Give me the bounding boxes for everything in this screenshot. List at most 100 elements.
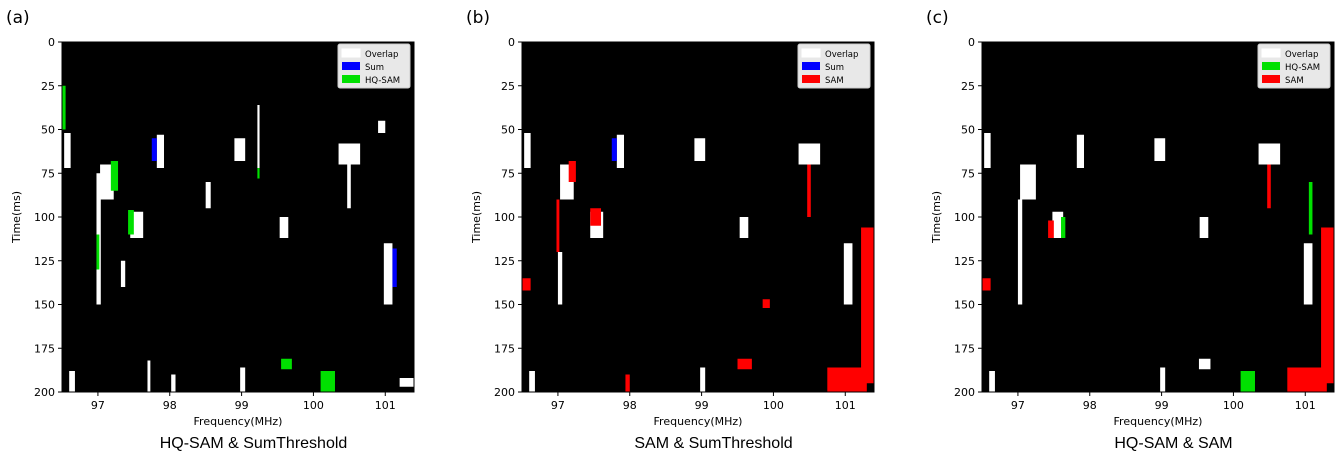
legend-swatch [1262, 75, 1280, 83]
legend-entry: SAM [825, 76, 844, 86]
y-tick-label: 25 [961, 80, 975, 93]
rfi-region-overlap [1017, 199, 1023, 305]
x-tick-label: 100 [1223, 399, 1244, 412]
rfi-region-sum [392, 248, 397, 287]
rfi-region-overlap [1020, 164, 1036, 200]
y-tick-label: 150 [954, 299, 975, 312]
legend-swatch [802, 75, 820, 83]
rfi-region-overlap [120, 260, 126, 287]
rfi-region-overlap [529, 371, 535, 392]
y-tick-label: 175 [494, 342, 515, 355]
rfi-region-sam [982, 278, 991, 291]
x-axis-label: Frequency(MHz) [194, 415, 283, 428]
rfi-region-hq-sam [62, 85, 66, 130]
rfi-region-overlap [984, 133, 991, 168]
rfi-region-overlap [1199, 217, 1209, 238]
panel-label-b: (b) [466, 8, 491, 28]
rfi-region-sam [1321, 227, 1334, 384]
x-tick-label: 100 [303, 399, 324, 412]
x-tick-label: 101 [375, 399, 396, 412]
y-tick-label: 125 [494, 255, 515, 268]
rfi-region-overlap [1258, 143, 1281, 165]
rfi-region-overlap [557, 252, 563, 305]
rfi-region-hq-sam [1240, 371, 1255, 392]
legend-swatch [341, 48, 361, 58]
y-tick-label: 25 [41, 80, 55, 93]
rfi-region-hq-sam [96, 234, 100, 270]
rfi-region-hq-sam [128, 210, 134, 235]
rfi-region-overlap [347, 164, 351, 209]
legend-entry: SAM [1285, 76, 1304, 86]
rfi-region-sam [1267, 164, 1271, 209]
plot-background [982, 42, 1334, 392]
rfi-region-sam [568, 161, 576, 182]
y-tick-label: 25 [501, 80, 515, 93]
chart-b: 0 25 50 75 100 125 150 175 200 97 98 99 100 101 Freque… [470, 36, 875, 428]
rfi-region-sam [625, 374, 630, 392]
rfi-region-overlap [383, 243, 393, 305]
legend-swatch [802, 62, 820, 70]
rfi-region-overlap [1198, 358, 1211, 370]
y-tick-label: 75 [41, 167, 55, 180]
rfi-region-overlap [694, 138, 706, 161]
x-tick-label: 98 [623, 399, 637, 412]
legend-swatch [801, 48, 821, 58]
rfi-region-overlap [1154, 138, 1166, 161]
rfi-region-sam [1287, 367, 1327, 392]
rfi-region-overlap [205, 182, 211, 209]
chart-c: 0 25 50 75 100 125 150 175 200 97 98 99 100 101 Freque… [930, 36, 1335, 428]
rfi-region-overlap [147, 360, 151, 392]
x-tick-label: 100 [763, 399, 784, 412]
y-tick-label: 175 [954, 342, 975, 355]
rfi-region-overlap [798, 143, 821, 165]
y-tick-label: 175 [34, 342, 55, 355]
rfi-region-overlap [989, 371, 995, 392]
y-tick-label: 150 [34, 299, 55, 312]
y-tick-label: 200 [494, 386, 515, 399]
rfi-region-sam [762, 299, 770, 308]
rfi-region-overlap [524, 133, 531, 168]
rfi-region-overlap [257, 105, 260, 168]
rfi-region-overlap [843, 243, 853, 305]
y-tick-label: 50 [41, 124, 55, 137]
rfi-region-hq-sam [1308, 182, 1313, 235]
x-tick-label: 97 [91, 399, 105, 412]
rfi-region-overlap [338, 143, 361, 165]
panel-label-c: (c) [926, 8, 949, 28]
x-tick-label: 98 [163, 399, 177, 412]
y-tick-label: 50 [961, 124, 975, 137]
rfi-region-hq-sam [1061, 217, 1066, 238]
rfi-region-overlap [1303, 243, 1313, 305]
rfi-region-overlap [1052, 211, 1064, 238]
legend-swatch [342, 62, 360, 70]
legend-entry: Overlap [365, 50, 398, 60]
y-tick-label: 125 [34, 255, 55, 268]
panel-c: (c) 0 25 50 75 100 125 150 175 200 97 98 99 100 101 Fr… [920, 0, 1341, 459]
x-tick-label: 98 [1083, 399, 1097, 412]
panel-a: (a) 0 25 50 75 100 125 150 175 200 97 98 99 100 101 Fr… [0, 0, 447, 459]
y-tick-label: 100 [954, 211, 975, 224]
x-tick-label: 101 [835, 399, 856, 412]
rfi-region-overlap [378, 120, 386, 133]
rfi-region-overlap [69, 371, 75, 392]
x-tick-label: 97 [1011, 399, 1025, 412]
legend-swatch [1262, 62, 1280, 70]
x-tick-label: 99 [695, 399, 709, 412]
y-tick-label: 75 [501, 167, 515, 180]
rfi-region-overlap [1076, 134, 1085, 168]
rfi-region-overlap [700, 367, 706, 392]
caption-a: HQ-SAM & SumThreshold [159, 435, 348, 452]
rfi-region-sam [522, 278, 531, 291]
rfi-region-sam [807, 164, 811, 217]
y-axis-label: Time(ms) [470, 191, 483, 244]
legend-entry: HQ-SAM [365, 76, 400, 86]
plot-background [522, 42, 874, 392]
legend-swatch [342, 75, 360, 83]
rfi-region-hq-sam [110, 161, 119, 191]
x-tick-label: 97 [551, 399, 565, 412]
rfi-region-sam [861, 227, 874, 384]
rfi-region-sam [1048, 220, 1054, 238]
legend-entry: Sum [365, 63, 384, 73]
y-tick-label: 0 [508, 36, 515, 49]
plot-background [62, 42, 414, 392]
